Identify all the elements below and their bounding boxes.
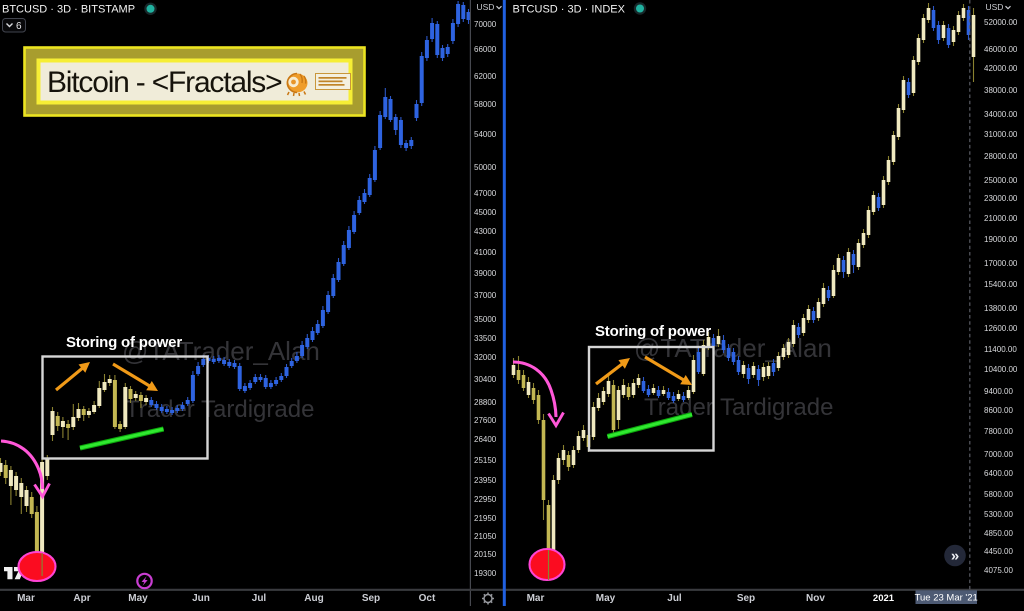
- svg-text:Bitcoin - <Fractals>: Bitcoin - <Fractals>: [47, 66, 282, 99]
- svg-text:Storing of power: Storing of power: [66, 334, 182, 351]
- svg-text:May: May: [128, 593, 148, 604]
- svg-text:17000.00: 17000.00: [984, 259, 1018, 268]
- svg-text:Sep: Sep: [362, 593, 380, 604]
- svg-text:Jun: Jun: [192, 593, 210, 604]
- svg-text:10400.00: 10400.00: [984, 365, 1018, 374]
- svg-text:@TATrader_Alan: @TATrader_Alan: [122, 336, 320, 366]
- svg-text:8600.00: 8600.00: [984, 406, 1013, 415]
- svg-text:21950: 21950: [474, 514, 497, 523]
- svg-text:66000: 66000: [474, 45, 497, 54]
- svg-text:9400.00: 9400.00: [984, 387, 1013, 396]
- svg-text:Oct: Oct: [419, 593, 436, 604]
- svg-text:5300.00: 5300.00: [984, 510, 1013, 519]
- svg-text:23950: 23950: [474, 476, 497, 485]
- svg-text:54000: 54000: [474, 130, 497, 139]
- svg-text:13800.00: 13800.00: [984, 304, 1018, 313]
- svg-text:34000.00: 34000.00: [984, 110, 1018, 119]
- svg-text:Nov: Nov: [806, 593, 825, 604]
- svg-text:26400: 26400: [474, 435, 497, 444]
- svg-text:22950: 22950: [474, 495, 497, 504]
- svg-text:19000.00: 19000.00: [984, 235, 1018, 244]
- svg-text:4850.00: 4850.00: [984, 529, 1013, 538]
- svg-text:BTCUSD · 3D · BITSTAMP: BTCUSD · 3D · BITSTAMP: [2, 4, 135, 16]
- svg-text:4075.00: 4075.00: [984, 566, 1013, 575]
- svg-text:45000: 45000: [474, 208, 497, 217]
- svg-text:19300: 19300: [474, 569, 497, 578]
- svg-text:62000: 62000: [474, 72, 497, 81]
- svg-text:43000: 43000: [474, 227, 497, 236]
- svg-text:31000.00: 31000.00: [984, 130, 1018, 139]
- svg-text:6: 6: [16, 21, 22, 32]
- svg-text:7800.00: 7800.00: [984, 427, 1013, 436]
- svg-text:20150: 20150: [474, 550, 497, 559]
- svg-text:6400.00: 6400.00: [984, 469, 1013, 478]
- svg-text:15400.00: 15400.00: [984, 280, 1018, 289]
- svg-text:11400.00: 11400.00: [984, 345, 1017, 354]
- svg-text:Trader Tardigrade: Trader Tardigrade: [125, 396, 314, 423]
- svg-text:50000: 50000: [474, 163, 497, 172]
- svg-text:41000: 41000: [474, 248, 497, 257]
- svg-text:46000.00: 46000.00: [984, 45, 1018, 54]
- svg-text:28800: 28800: [474, 398, 497, 407]
- svg-text:May: May: [596, 593, 616, 604]
- svg-text:7000.00: 7000.00: [984, 450, 1013, 459]
- svg-text:32000: 32000: [474, 353, 497, 362]
- svg-text:Tue 23 Mar '21: Tue 23 Mar '21: [915, 593, 978, 604]
- svg-text:23000.00: 23000.00: [984, 194, 1018, 203]
- svg-text:30400: 30400: [474, 375, 497, 384]
- svg-text:25000.00: 25000.00: [984, 176, 1018, 185]
- svg-text:38000.00: 38000.00: [984, 86, 1018, 95]
- svg-text:39000: 39000: [474, 269, 497, 278]
- svg-text:27600: 27600: [474, 416, 497, 425]
- svg-text:USD: USD: [986, 2, 1004, 12]
- svg-text:Mar: Mar: [17, 593, 35, 604]
- svg-text:42000.00: 42000.00: [984, 64, 1018, 73]
- svg-text:5800.00: 5800.00: [984, 490, 1013, 499]
- svg-text:47000: 47000: [474, 189, 497, 198]
- svg-text:25150: 25150: [474, 456, 497, 465]
- svg-text:Aug: Aug: [304, 593, 323, 604]
- svg-text:21050: 21050: [474, 532, 497, 541]
- svg-text:Jul: Jul: [252, 593, 267, 604]
- svg-text:33500: 33500: [474, 334, 497, 343]
- svg-text:52000.00: 52000.00: [984, 18, 1018, 27]
- svg-text:Storing of power: Storing of power: [595, 323, 711, 340]
- svg-text:USD: USD: [477, 2, 495, 12]
- svg-text:2021: 2021: [873, 593, 895, 604]
- svg-text:Mar: Mar: [527, 593, 545, 604]
- svg-text:»: »: [951, 548, 959, 565]
- svg-text:BTCUSD · 3D · INDEX: BTCUSD · 3D · INDEX: [513, 4, 626, 16]
- svg-text:70000: 70000: [474, 20, 497, 29]
- svg-text:Jul: Jul: [667, 593, 682, 604]
- svg-text:28000.00: 28000.00: [984, 152, 1018, 161]
- svg-text:21000.00: 21000.00: [984, 214, 1018, 223]
- svg-text:Apr: Apr: [73, 593, 90, 604]
- svg-text:4450.00: 4450.00: [984, 547, 1013, 556]
- svg-text:35000: 35000: [474, 315, 497, 324]
- svg-text:Sep: Sep: [737, 593, 755, 604]
- svg-text:58000: 58000: [474, 100, 497, 109]
- svg-text:37000: 37000: [474, 291, 497, 300]
- svg-text:12600.00: 12600.00: [984, 324, 1018, 333]
